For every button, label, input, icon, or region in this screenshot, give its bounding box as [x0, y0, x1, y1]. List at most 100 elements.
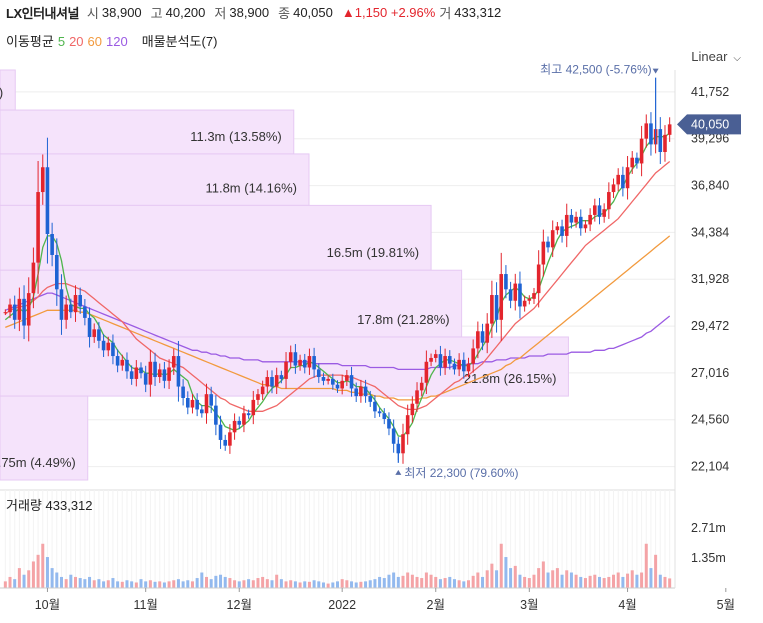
volume-bar [504, 557, 508, 588]
candle-body [583, 224, 588, 229]
low-marker-icon [395, 469, 402, 475]
volume-bar [359, 581, 363, 588]
candle-body [181, 386, 185, 398]
candle-body [307, 356, 312, 368]
candle-body [162, 369, 167, 381]
volume-bar [83, 579, 87, 588]
volume-bar [293, 581, 297, 588]
candle-body [597, 205, 602, 217]
volume-bar [41, 543, 45, 588]
volume-bar [317, 581, 321, 588]
candle-body [12, 304, 17, 320]
volume-bar [532, 574, 536, 588]
candle-body [83, 306, 87, 318]
volume-bar [658, 574, 662, 588]
volume-bar [387, 574, 391, 588]
volume-bar [92, 580, 96, 588]
volume-bar [415, 576, 419, 588]
candle-body [560, 226, 564, 236]
candle-body [471, 348, 475, 364]
candle-body [555, 226, 560, 231]
volume-bar [139, 579, 143, 588]
stock-name[interactable]: LX인터내셔널 [6, 5, 79, 21]
profile-bar [0, 395, 89, 481]
ma-legend[interactable]: 이동평균 5 20 60 120 매물분석도(7) [6, 31, 221, 50]
candle-body [419, 382, 424, 391]
volume-bar [476, 572, 480, 588]
price-tick: 29,472 [691, 319, 729, 333]
candle-body [480, 331, 485, 343]
volume-bar [354, 582, 358, 588]
candle-body [87, 317, 92, 337]
candle-body [625, 167, 630, 189]
volume-label: 거 [439, 5, 452, 21]
volume-bar [443, 578, 447, 588]
volume-bar [424, 572, 428, 588]
volume-bar [17, 568, 21, 588]
volume-bar [3, 581, 7, 588]
candle-body [288, 352, 293, 362]
volume-bar [499, 543, 503, 588]
volume-bar [406, 572, 410, 588]
candle-body [349, 375, 354, 389]
candle-body [588, 214, 592, 225]
candle-body [134, 367, 139, 379]
volume-bar [364, 581, 368, 588]
candle-body [59, 289, 64, 320]
candle-body [242, 413, 246, 425]
candle-body [157, 369, 162, 378]
candle-body [602, 209, 606, 217]
candle-body [377, 411, 382, 414]
candle-body [284, 361, 288, 379]
volume-bar [495, 570, 499, 588]
volume-bar [312, 580, 316, 588]
candle-body [541, 241, 546, 265]
candle-body [73, 295, 78, 313]
volume-panel-label: 거래량 [6, 498, 42, 513]
volume-bar [490, 563, 494, 588]
candle-body [644, 123, 649, 139]
candle-body [630, 157, 635, 168]
volume-bar [373, 579, 377, 588]
current-price-label: 40,050 [691, 117, 729, 131]
volume-bar [654, 554, 658, 588]
scale-dropdown[interactable]: Linear ⌵ [691, 49, 741, 64]
volume-bar [509, 568, 513, 588]
candle-body [274, 375, 279, 387]
volume-bar [167, 581, 171, 588]
candle-body [139, 367, 143, 374]
profile-bar [0, 204, 432, 271]
candle-body [532, 293, 536, 299]
volume-panel-title: 거래량 433,312 [6, 495, 93, 514]
candle-body [527, 298, 532, 301]
profile-bar [0, 153, 310, 206]
volume-bar [401, 575, 405, 588]
candle-body [26, 293, 31, 326]
candle-body [64, 304, 68, 320]
price-tick: 31,928 [691, 272, 729, 286]
volume-bar [158, 581, 162, 588]
volume-bar [434, 576, 438, 588]
volume-bar [64, 579, 68, 588]
candle-body [536, 264, 541, 294]
volume-bar [640, 572, 644, 588]
candle-body [293, 352, 298, 366]
volume-bar [275, 574, 279, 588]
volume-profile-label[interactable]: 매물분석도(7) [141, 34, 218, 49]
candle-body [667, 124, 672, 135]
candle-body [55, 254, 59, 290]
volume-bar [607, 576, 611, 588]
candle-body [593, 205, 597, 215]
candle-body [106, 342, 111, 351]
volume-axis: 2.71m 1.35m [691, 521, 726, 565]
candle-body [578, 216, 583, 229]
candle-body [663, 134, 667, 152]
volume-bar [78, 578, 82, 588]
volume-bar [612, 574, 616, 588]
price-tick: 36,840 [691, 179, 729, 193]
candle-body [92, 329, 97, 337]
volume-bar [270, 580, 274, 588]
high-value: 40,200 [165, 4, 206, 20]
candle-body [433, 354, 438, 358]
